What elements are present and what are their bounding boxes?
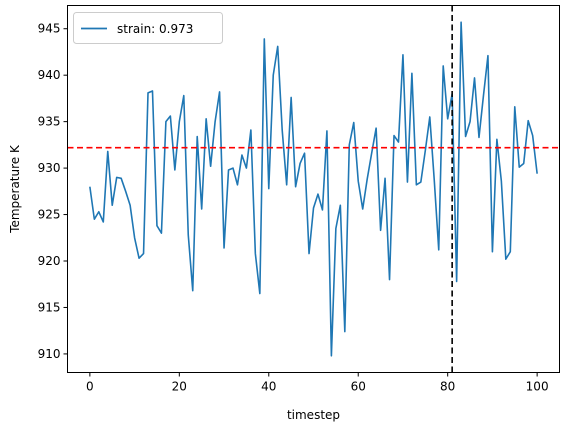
y-tick-label: 935 bbox=[38, 115, 61, 129]
x-tick-label: 100 bbox=[526, 380, 549, 394]
x-tick-label: 80 bbox=[440, 380, 455, 394]
legend: strain: 0.973 bbox=[73, 12, 223, 44]
x-tick-label: 40 bbox=[261, 380, 276, 394]
x-tick-label: 60 bbox=[351, 380, 366, 394]
y-tick-label: 920 bbox=[38, 254, 61, 268]
legend-box bbox=[73, 12, 223, 44]
y-axis-ticks: 910 915 920 925 930 935 940 945 bbox=[38, 22, 68, 361]
y-tick-label: 930 bbox=[38, 161, 61, 175]
plot-frame bbox=[67, 5, 560, 373]
x-tick-label: 20 bbox=[172, 380, 187, 394]
legend-series-label: strain: 0.973 bbox=[117, 22, 193, 36]
x-axis-ticks: 0 20 40 60 80 100 bbox=[86, 372, 549, 394]
y-tick-label: 945 bbox=[38, 22, 61, 36]
x-tick-label: 0 bbox=[86, 380, 94, 394]
plot-content bbox=[67, 5, 560, 373]
y-tick-label: 915 bbox=[38, 300, 61, 314]
y-axis-label: Temperature K bbox=[8, 144, 22, 234]
series-line-0 bbox=[89, 21, 538, 357]
x-axis-label: timestep bbox=[287, 408, 340, 422]
y-tick-label: 910 bbox=[38, 347, 61, 361]
y-tick-label: 940 bbox=[38, 68, 61, 82]
y-tick-label: 925 bbox=[38, 208, 61, 222]
